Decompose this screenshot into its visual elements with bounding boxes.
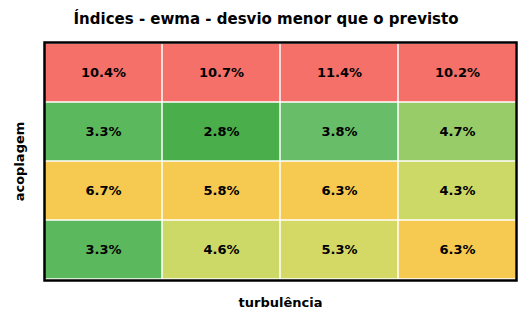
svg-text:5.8%: 5.8% xyxy=(203,183,239,198)
svg-text:4.7%: 4.7% xyxy=(439,124,475,139)
svg-text:6.3%: 6.3% xyxy=(439,242,475,257)
svg-text:5.3%: 5.3% xyxy=(321,242,357,257)
svg-text:4.3%: 4.3% xyxy=(439,183,475,198)
svg-text:10.7%: 10.7% xyxy=(199,65,244,80)
svg-text:2.8%: 2.8% xyxy=(203,124,239,139)
svg-text:turbulência: turbulência xyxy=(239,295,323,310)
svg-text:3.8%: 3.8% xyxy=(321,124,357,139)
svg-text:acoplagem: acoplagem xyxy=(12,122,27,202)
svg-text:6.7%: 6.7% xyxy=(85,183,121,198)
svg-text:3.3%: 3.3% xyxy=(85,242,121,257)
svg-text:10.4%: 10.4% xyxy=(81,65,126,80)
svg-text:6.3%: 6.3% xyxy=(321,183,357,198)
svg-text:11.4%: 11.4% xyxy=(317,65,362,80)
svg-text:4.6%: 4.6% xyxy=(203,242,239,257)
svg-text:3.3%: 3.3% xyxy=(85,124,121,139)
html-text:Índices - ewma - desvio menor: Índices - ewma - desvio menor que o prev… xyxy=(73,10,459,28)
svg-text:10.2%: 10.2% xyxy=(435,65,480,80)
